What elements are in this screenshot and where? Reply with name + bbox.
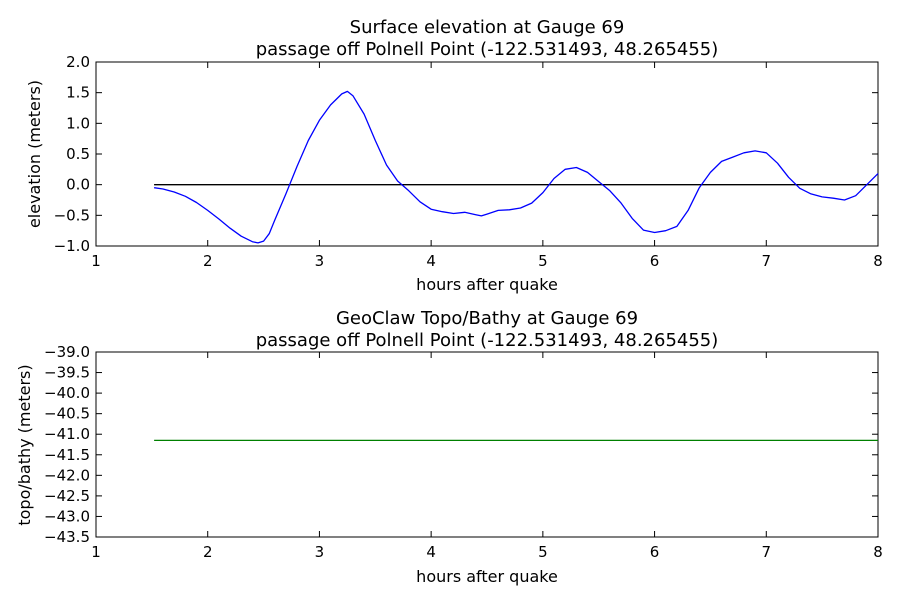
y-tick-label: 2.0 [66,53,90,71]
x-tick-label: 1 [91,543,101,561]
plot-marks [154,90,879,244]
y-tick-label: 1.0 [66,114,90,132]
chart-title: Surface elevation at Gauge 69 [350,17,625,38]
y-tick-label: 1.5 [66,84,90,102]
x-axis-label: hours after quake [416,567,558,586]
x-tick-label: 7 [762,252,772,270]
y-tick-label: −40.0 [44,384,90,402]
x-tick-label: 8 [873,543,883,561]
y-tick-label: −0.5 [54,206,90,224]
y-tick-label: −42.0 [44,466,90,484]
x-tick-label: 4 [426,252,436,270]
x-tick-label: 5 [538,543,548,561]
x-tick-label: 7 [762,543,772,561]
x-tick-label: 3 [315,252,325,270]
x-tick-label: 5 [538,252,548,270]
chart-subtitle: passage off Polnell Point (-122.531493, … [256,39,719,60]
x-tick-label: 3 [315,543,325,561]
y-tick-label: −40.5 [44,405,90,423]
y-tick-label: −42.5 [44,487,90,505]
chart-topo-bathy: GeoClaw Topo/Bathy at Gauge 69 passage o… [15,308,883,586]
y-tick-label: −43.0 [44,507,90,525]
y-tick-label: −41.0 [44,425,90,443]
y-tick-label: −39.5 [44,364,90,382]
y-tick-label: −1.0 [54,237,90,255]
axis-ticks: 1 2 3 4 5 6 7 8 2.0 1.5 1.0 0.5 0.0 −0.5 −1.0 [54,53,883,270]
plot-area [95,61,879,247]
plot-area [95,351,879,538]
x-tick-label: 6 [650,543,660,561]
x-tick-label: 8 [873,252,883,270]
axis-ticks: 1 2 3 4 5 6 7 8 −39.0 −39.5 −40.0 −40.5 −41.0 −41.5 −4… [44,343,883,561]
chart-title: GeoClaw Topo/Bathy at Gauge 69 [336,308,638,329]
y-tick-label: −43.5 [44,528,90,546]
series-line [154,90,879,244]
x-tick-label: 4 [426,543,436,561]
y-tick-label: −41.5 [44,446,90,464]
x-tick-label: 2 [203,252,213,270]
chart-subtitle: passage off Polnell Point (-122.531493, … [256,330,719,351]
y-axis-label: elevation (meters) [25,80,44,228]
y-tick-label: 0.0 [66,176,90,194]
chart-elevation: Surface elevation at Gauge 69 passage of… [25,17,883,294]
y-tick-label: −39.0 [44,343,90,361]
y-tick-label: 0.5 [66,145,90,163]
y-axis-label: topo/bathy (meters) [15,364,34,525]
x-tick-label: 6 [650,252,660,270]
x-tick-label: 2 [203,543,213,561]
x-tick-label: 1 [91,252,101,270]
x-axis-label: hours after quake [416,275,558,294]
